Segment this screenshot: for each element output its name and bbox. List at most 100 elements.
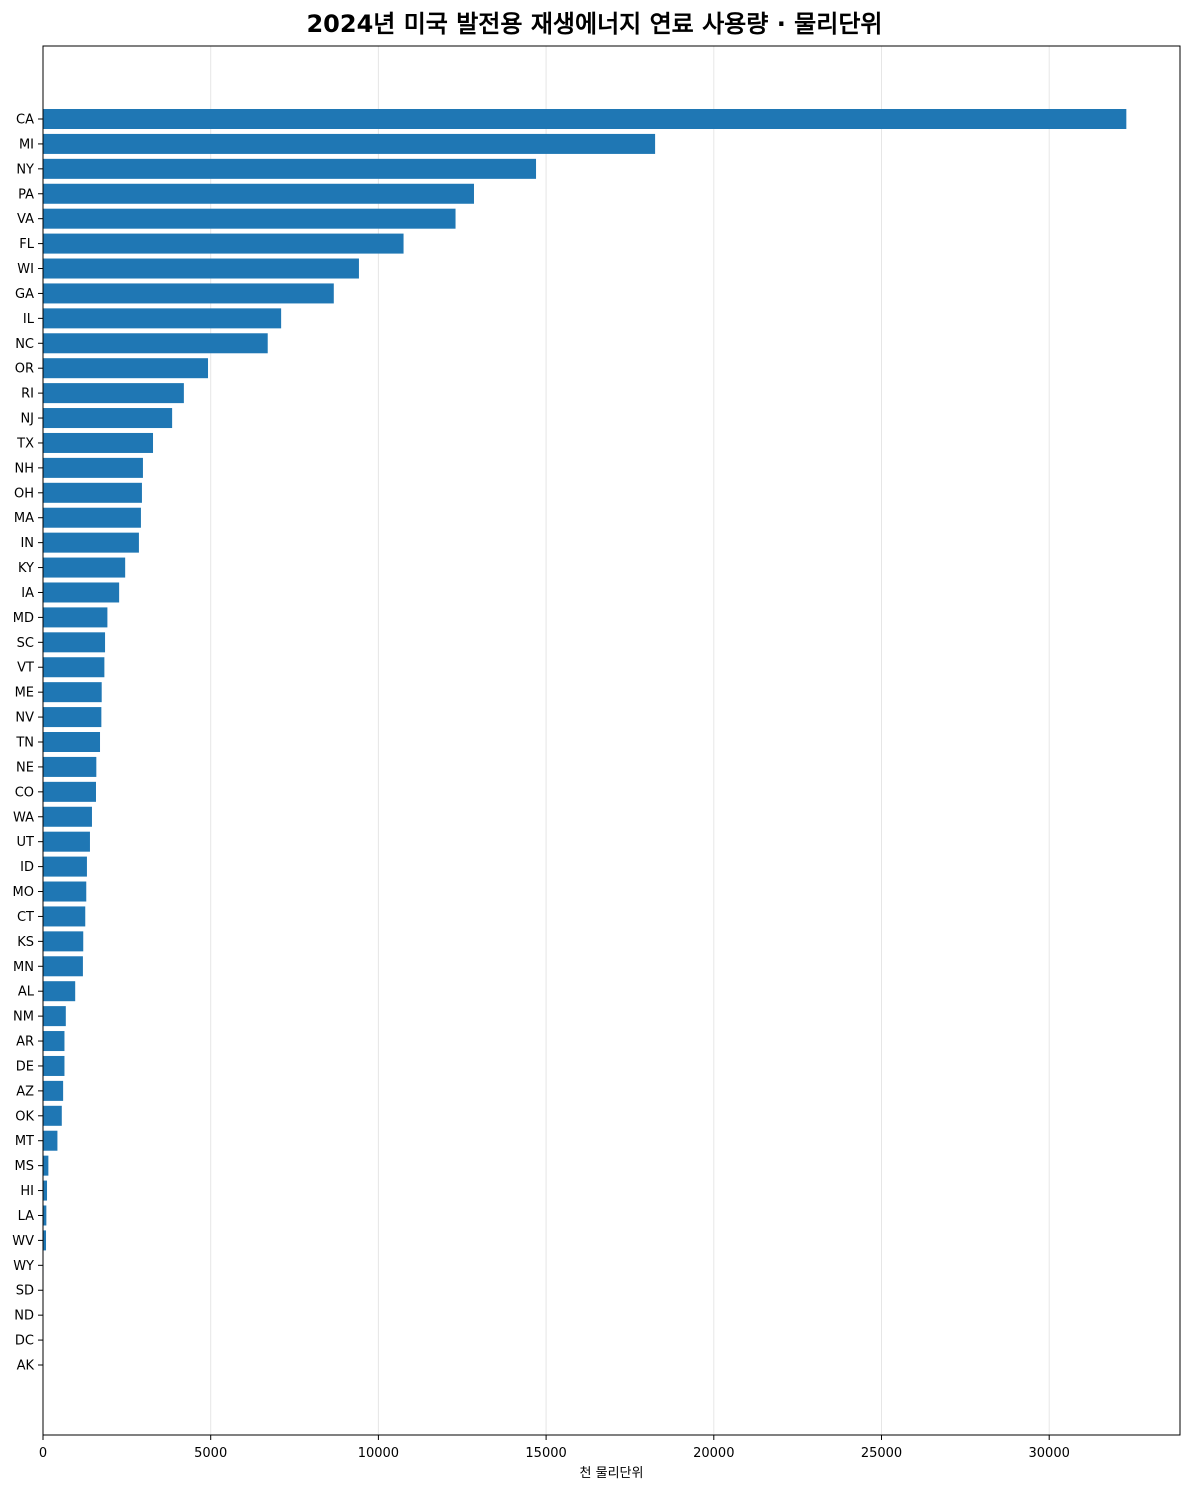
bar-or xyxy=(43,358,209,379)
plot-frame xyxy=(42,45,1181,1436)
y-tick-label-mi: MI xyxy=(19,137,34,152)
bar-vt xyxy=(43,657,105,678)
bar-hi xyxy=(43,1180,48,1201)
bar-ut xyxy=(43,831,90,852)
y-tick-label-ok: OK xyxy=(15,1109,34,1124)
bar-pa xyxy=(43,183,474,204)
grid-layer xyxy=(210,46,1050,1435)
y-tick-label-ri: RI xyxy=(21,387,34,402)
bar-ca xyxy=(43,109,1127,129)
bar-co xyxy=(43,781,96,802)
y-tick-label-ms: MS xyxy=(15,1159,34,1174)
x-axis-label: 천 물리단위 xyxy=(580,1466,644,1481)
y-tick-label-nc: NC xyxy=(15,337,34,352)
bar-md xyxy=(43,607,108,628)
y-tick-label-vt: VT xyxy=(17,661,34,676)
y-tick-label-ca: CA xyxy=(16,113,34,128)
y-tick-label-al: AL xyxy=(18,985,35,1000)
y-tick-label-de: DE xyxy=(16,1059,34,1074)
y-tick-label-la: LA xyxy=(18,1209,35,1224)
bar-va xyxy=(43,208,456,229)
bar-nv xyxy=(43,707,102,728)
y-tick-label-az: AZ xyxy=(16,1084,34,1099)
y-tick-label-nd: ND xyxy=(14,1309,34,1324)
bar-az xyxy=(43,1080,64,1101)
bar-mo xyxy=(43,881,87,902)
y-tick-label-in: IN xyxy=(20,536,34,551)
y-tick-label-ak: AK xyxy=(17,1359,35,1374)
y-tick-label-ia: IA xyxy=(21,586,34,601)
y-tick-label-wy: WY xyxy=(13,1259,34,1274)
bar-wa xyxy=(43,806,92,827)
bar-ar xyxy=(43,1031,65,1052)
x-tick-label: 20000 xyxy=(693,1446,734,1461)
bar-ne xyxy=(43,756,97,777)
bar-ma xyxy=(43,507,141,528)
bar-ks xyxy=(43,931,84,952)
bar-me xyxy=(43,682,102,703)
y-tick-label-oh: OH xyxy=(14,486,34,501)
bar-ok xyxy=(43,1105,62,1126)
x-tick-label: 30000 xyxy=(1029,1446,1070,1461)
y-tick-label-ny: NY xyxy=(16,162,34,177)
y-tick-label-dc: DC xyxy=(15,1334,34,1349)
bar-nc xyxy=(43,333,268,354)
x-tick-label: 5000 xyxy=(194,1446,227,1461)
y-axis: CA MI NY PA VA FL WI GA IL NC OR RI NJ TX NH OH MA IN KY IA… xyxy=(12,113,43,1374)
y-tick-label-tn: TN xyxy=(15,736,34,751)
y-tick-label-wa: WA xyxy=(13,810,34,825)
bar-il xyxy=(43,308,282,329)
y-tick-label-ky: KY xyxy=(18,561,34,576)
bar-wi xyxy=(43,258,359,279)
chart-title: 2024년 미국 발전용 재생에너지 연료 사용량 · 물리단위 xyxy=(306,10,883,38)
y-tick-label-id: ID xyxy=(20,860,34,875)
bar-ms xyxy=(43,1155,49,1176)
y-tick-label-nv: NV xyxy=(15,711,34,726)
y-tick-label-tx: TX xyxy=(16,436,34,451)
y-tick-label-co: CO xyxy=(15,785,34,800)
bar-la xyxy=(43,1205,47,1226)
bars-layer xyxy=(43,109,1127,1375)
y-tick-label-nm: NM xyxy=(13,1010,34,1025)
y-tick-label-mo: MO xyxy=(13,885,34,900)
bar-ct xyxy=(43,906,86,927)
y-tick-label-pa: PA xyxy=(18,187,34,202)
y-tick-label-ar: AR xyxy=(16,1035,34,1050)
bar-mt xyxy=(43,1130,58,1151)
bar-in xyxy=(43,532,139,553)
y-tick-label-va: VA xyxy=(17,212,34,227)
bar-tn xyxy=(43,732,101,752)
y-tick-label-mt: MT xyxy=(15,1134,34,1149)
y-tick-label-wi: WI xyxy=(17,262,34,277)
y-tick-label-ma: MA xyxy=(14,511,34,526)
x-tick-label: 0 xyxy=(39,1446,47,1461)
bar-ny xyxy=(43,158,537,179)
bar-de xyxy=(43,1055,65,1076)
y-tick-label-ks: KS xyxy=(17,935,34,950)
y-tick-label-hi: HI xyxy=(20,1184,34,1199)
y-tick-label-md: MD xyxy=(13,611,34,626)
bar-oh xyxy=(43,482,142,503)
y-tick-label-wv: WV xyxy=(12,1234,34,1249)
y-tick-label-ct: CT xyxy=(17,910,34,925)
x-axis: 0 5000 10000 15000 20000 25000 30000 xyxy=(39,1435,1070,1461)
bar-ri xyxy=(43,383,184,404)
bar-ky xyxy=(43,557,126,578)
y-tick-label-nj: NJ xyxy=(20,412,34,427)
y-tick-label-il: IL xyxy=(23,312,35,327)
y-tick-label-me: ME xyxy=(15,686,34,701)
bar-mn xyxy=(43,956,83,977)
y-tick-label-nh: NH xyxy=(15,461,35,476)
bar-nh xyxy=(43,457,143,478)
y-tick-label-ga: GA xyxy=(15,287,34,302)
y-tick-label-mn: MN xyxy=(13,960,34,975)
x-tick-label: 15000 xyxy=(525,1446,566,1461)
y-tick-label-sd: SD xyxy=(16,1284,34,1299)
x-tick-label: 25000 xyxy=(861,1446,902,1461)
bar-nm xyxy=(43,1006,66,1027)
x-tick-label: 10000 xyxy=(358,1446,399,1461)
bar-wv xyxy=(43,1230,47,1251)
y-tick-label-ne: NE xyxy=(16,760,34,775)
bar-id xyxy=(43,856,87,877)
